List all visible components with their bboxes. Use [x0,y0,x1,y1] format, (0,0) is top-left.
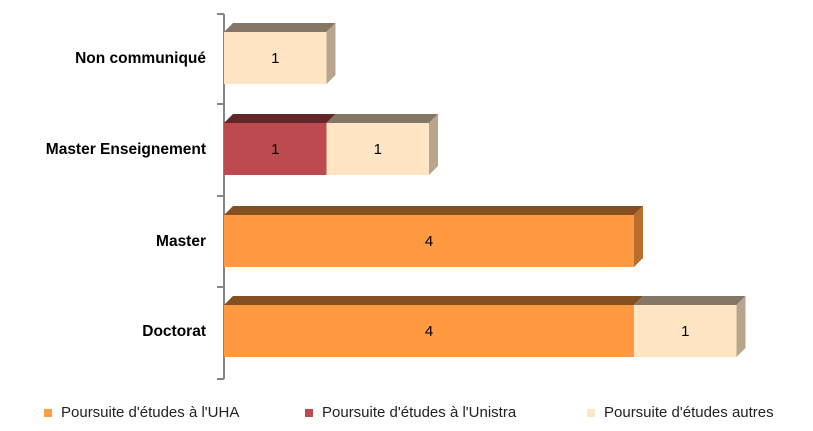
legend-label-uha: Poursuite d'études à l'UHA [61,404,240,421]
bar-side-face [634,206,643,267]
category-label: Master [156,233,206,250]
bar-top-face [224,206,643,215]
legend-item-autres: Poursuite d'études autres [587,404,774,421]
bar-segment [326,114,438,175]
legend-label-autres: Poursuite d'études autres [604,404,774,421]
bar-top-face [224,23,336,32]
data-label: 1 [681,323,689,340]
bar-side-face [736,296,746,357]
bar-side-face [326,23,336,84]
bar-front-face [224,215,634,267]
bar-side-face [429,114,438,175]
data-label: 4 [425,323,433,340]
data-label: 1 [374,141,382,158]
legend-swatch-unistra [305,408,313,417]
data-label: 4 [425,233,433,250]
bar-segment [224,23,336,84]
data-label: 1 [271,50,279,67]
bar-front-face [634,305,737,357]
bar-top-face [224,114,336,123]
bar-front-face [326,123,429,175]
bar-segment [634,296,746,357]
bar-top-face [224,296,643,305]
bar-top-face [326,114,438,123]
bar-segment [224,296,643,357]
bar-front-face [224,305,634,357]
bar-segment [224,114,336,175]
data-label: 1 [271,141,279,158]
category-label: Non communiqué [75,50,206,67]
legend: Poursuite d'études à l'UHA Poursuite d'é… [0,404,813,428]
legend-swatch-autres [587,408,595,417]
legend-label-unistra: Poursuite d'études à l'Unistra [322,404,517,421]
bar-front-face [224,32,327,84]
category-label: Doctorat [142,323,206,340]
legend-item-uha: Poursuite d'études à l'UHA [44,404,239,421]
stacked-bar-chart: Non communiqué 1 Master Enseignement 1 1 Mast… [46,13,746,380]
category-label: Master Enseignement [46,141,206,158]
bar-top-face [634,296,746,305]
bar-segment [224,206,643,267]
legend-swatch-uha [44,408,52,417]
legend-item-unistra: Poursuite d'études à l'Unistra [305,404,516,421]
bar-front-face [224,123,327,175]
